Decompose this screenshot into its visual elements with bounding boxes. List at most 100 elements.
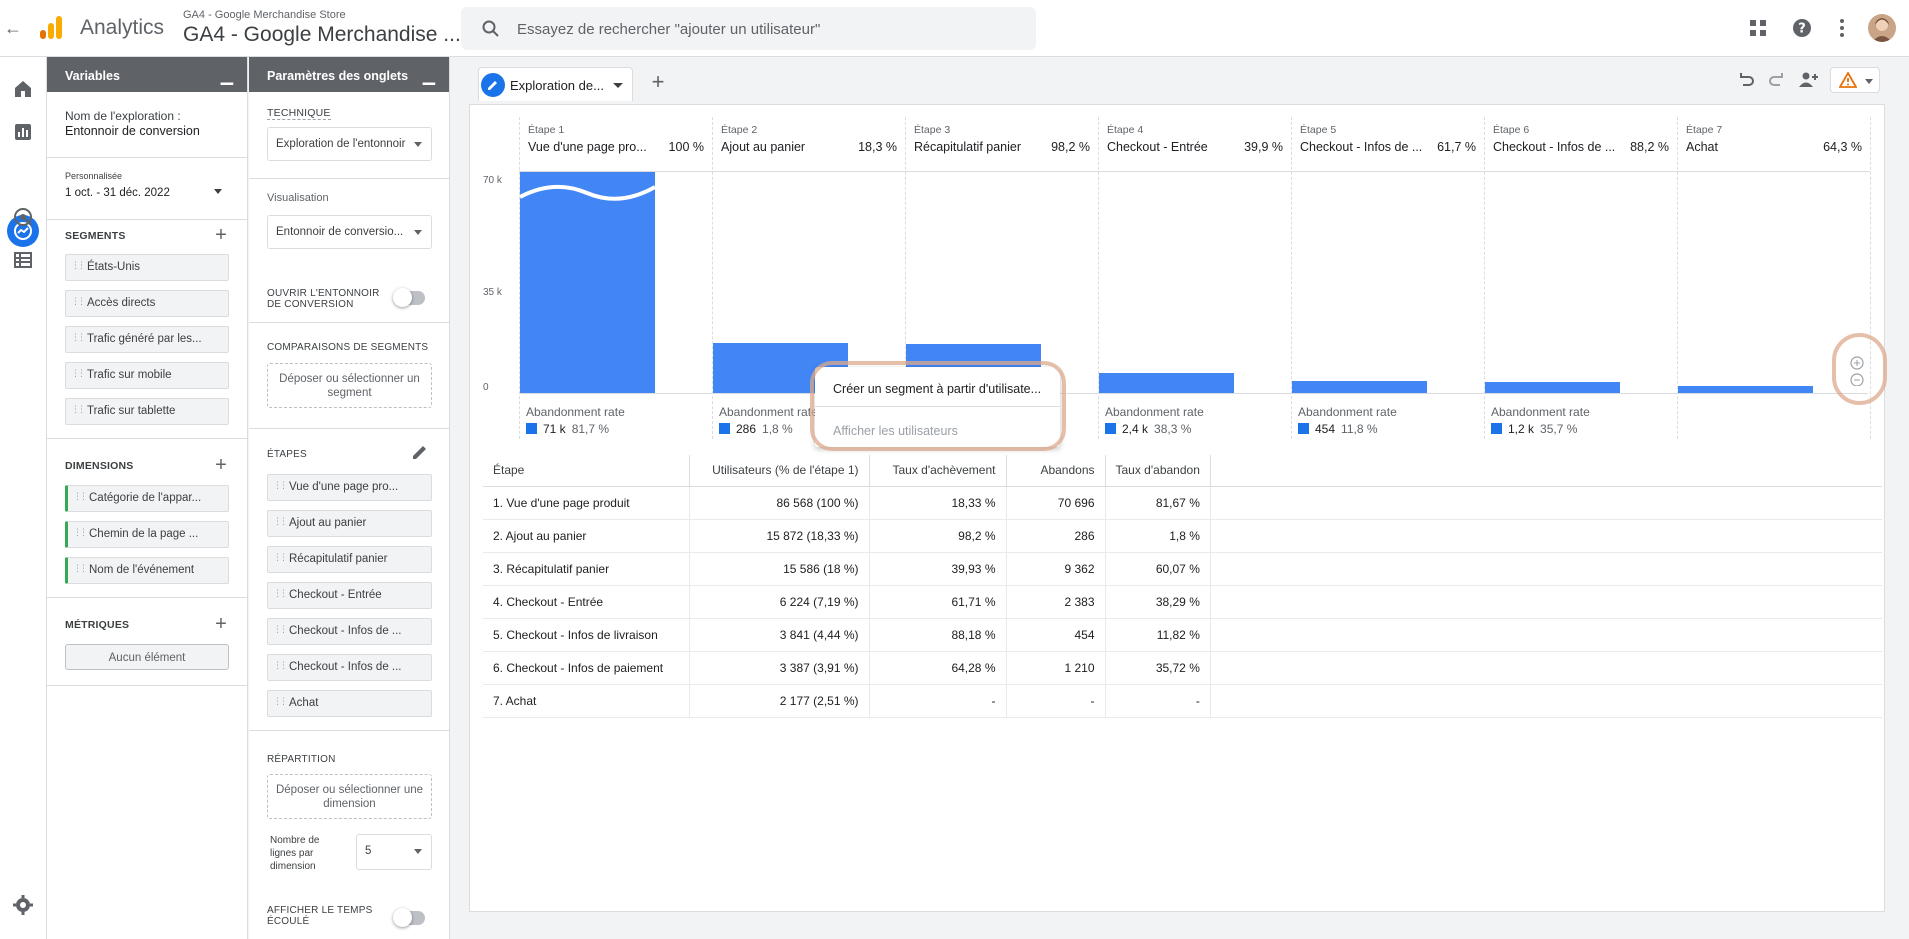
step-completion-pct: 39,9 % [1244,140,1283,154]
account-subtitle[interactable]: GA4 - Google Merchandise Store [183,9,346,21]
segment-chip[interactable]: Trafic sur mobile [65,362,229,389]
col-header[interactable]: Taux d'achèvement [869,455,1007,487]
funnel-bar[interactable] [1099,373,1234,393]
help-icon[interactable]: ? [1790,16,1814,40]
step-chip[interactable]: Ajout au panier [267,510,432,537]
technique-select[interactable]: Exploration de l'entonnoir [267,127,432,161]
create-segment-menu-item[interactable]: Créer un segment à partir d'utilisate... [833,382,1042,396]
open-funnel-toggle[interactable] [393,288,425,307]
funnel-step-column[interactable]: Étape 4 Checkout - Entrée 39,9 % Abandonmen… [1098,117,1291,439]
divider [47,685,248,686]
context-menu: Créer un segment à partir d'utilisate...… [815,367,1060,447]
add-metric-icon[interactable]: + [215,613,227,635]
edit-pencil-icon[interactable] [411,443,429,461]
exploration-name-value[interactable]: Entonnoir de conversion [65,124,200,138]
abandonment-value: 454 11,8 % [1298,422,1378,436]
divider [47,597,248,598]
step-chip[interactable]: Vue d'une page pro... [267,474,432,501]
user-avatar[interactable] [1868,14,1896,42]
dimension-chip[interactable]: Catégorie de l'appar... [65,485,229,512]
back-arrow-icon[interactable]: ← [4,18,22,38]
table-row[interactable]: 7. Achat 2 177 (2,51 %) - - - [483,684,1883,718]
divider [249,428,450,429]
table-cell: 18,33 % [869,486,1007,520]
funnel-bar[interactable] [1292,381,1427,393]
col-header[interactable]: Abandons [1006,455,1106,487]
search-bar[interactable] [461,7,1036,50]
dimension-chip[interactable]: Nom de l'événement [65,557,229,584]
metrics-empty: Aucun élément [65,644,229,670]
more-vert-icon[interactable] [1830,16,1854,40]
divider [249,178,450,179]
step-chip[interactable]: Récapitulatif panier [267,546,432,573]
chevron-down-icon [613,83,623,88]
table-row[interactable]: 5. Checkout - Infos de livraison 3 841 (4… [483,618,1883,652]
apps-grid-icon[interactable] [1746,16,1770,40]
step-chip[interactable]: Achat [267,690,432,717]
table-row[interactable]: 3. Récapitulatif panier 15 586 (18 %) 39,9… [483,552,1883,586]
add-segment-icon[interactable]: + [215,224,227,246]
advertising-icon[interactable] [11,205,35,229]
undo-icon[interactable] [1735,69,1757,91]
divider [47,438,248,439]
step-chip[interactable]: Checkout - Infos de ... [267,618,432,645]
abandonment-value: 1,2 k 35,7 % [1491,422,1577,436]
divider [47,157,248,158]
segment-chip[interactable]: Trafic généré par les... [65,326,229,353]
visualisation-select[interactable]: Entonnoir de conversio... [267,215,432,249]
funnel-bar[interactable] [520,171,655,393]
funnel-bar[interactable] [1678,386,1813,393]
tab-exploration[interactable]: Exploration de... [478,67,633,101]
date-range[interactable]: 1 oct. - 31 déc. 2022 [65,187,170,199]
elapsed-time-toggle[interactable] [393,908,425,927]
settings-gear-icon[interactable] [11,893,35,917]
explore-nav-active[interactable] [7,215,39,247]
funnel-table: Étape Utilisateurs (% de l'étape 1) Taux… [483,455,1883,718]
home-icon[interactable] [11,77,35,101]
explore-icon [14,222,32,240]
elapsed-time-label: AFFICHER LE TEMPS ÉCOULÉ [267,905,373,927]
minimize-icon[interactable]: ▁ [422,68,435,85]
funnel-step-column[interactable]: Étape 7 Achat 64,3 % [1677,117,1870,439]
reports-icon[interactable] [11,120,35,144]
chevron-down-icon [414,849,422,854]
funnel-step-column[interactable]: Étape 1 Vue d'une page pro... 100 % Abandon… [519,117,712,439]
table-row[interactable]: 4. Checkout - Entrée 6 224 (7,19 %) 61,71 … [483,585,1883,619]
search-input[interactable] [517,17,1017,41]
configure-icon[interactable] [11,248,35,272]
breakdown-dropzone[interactable]: Déposer ou sélectionner une dimension [267,774,432,819]
funnel-step-column[interactable]: Étape 5 Checkout - Infos de ... 61,7 % Aban… [1291,117,1484,439]
segment-chip[interactable]: Trafic sur tablette [65,398,229,425]
add-tab-button[interactable]: + [651,69,665,94]
table-cell: 6 224 (7,19 %) [689,585,870,619]
minimize-icon[interactable]: ▁ [220,68,233,85]
warning-dropdown-button[interactable] [1830,67,1880,93]
funnel-step-column[interactable]: Étape 6 Checkout - Infos de ... 88,2 % Aban… [1484,117,1677,439]
table-row[interactable]: 1. Vue d'une page produit 86 568 (100 %) 1… [483,486,1883,520]
y-tick-label: 35 k [483,287,502,298]
segment-comparisons-dropzone[interactable]: Déposer ou sélectionner un segment [267,363,432,408]
table-row[interactable]: 2. Ajout au panier 15 872 (18,33 %) 98,2 %… [483,519,1883,553]
col-header[interactable]: Utilisateurs (% de l'étape 1) [689,455,870,487]
rows-per-dimension-select[interactable]: 5 [356,834,432,870]
col-header[interactable]: Taux d'abandon [1105,455,1211,487]
share-users-icon[interactable] [1798,69,1820,91]
date-caret-icon[interactable] [214,189,222,194]
segment-chip[interactable]: Accès directs [65,290,229,317]
step-number: Étape 4 [1107,124,1144,136]
add-dimension-icon[interactable]: + [215,454,227,476]
zoom-controls[interactable] [1850,356,1864,386]
dimension-chip[interactable]: Chemin de la page ... [65,521,229,548]
step-chip[interactable]: Checkout - Entrée [267,582,432,609]
col-header[interactable]: Étape [483,455,690,487]
funnel-step-column[interactable]: Étape 2 Ajout au panier 18,3 % Abandonment … [712,117,905,439]
redo-icon[interactable] [1766,69,1788,91]
step-number: Étape 3 [914,124,951,136]
step-chip[interactable]: Checkout - Infos de ... [267,654,432,681]
funnel-bar[interactable] [1485,382,1620,393]
highlight-ring [810,361,1066,451]
table-cell: 4. Checkout - Entrée [483,585,690,619]
property-selector[interactable]: GA4 - Google Merchandise ... [183,23,461,46]
segment-chip[interactable]: États-Unis [65,254,229,281]
table-row[interactable]: 6. Checkout - Infos de paiement 3 387 (3,… [483,651,1883,685]
